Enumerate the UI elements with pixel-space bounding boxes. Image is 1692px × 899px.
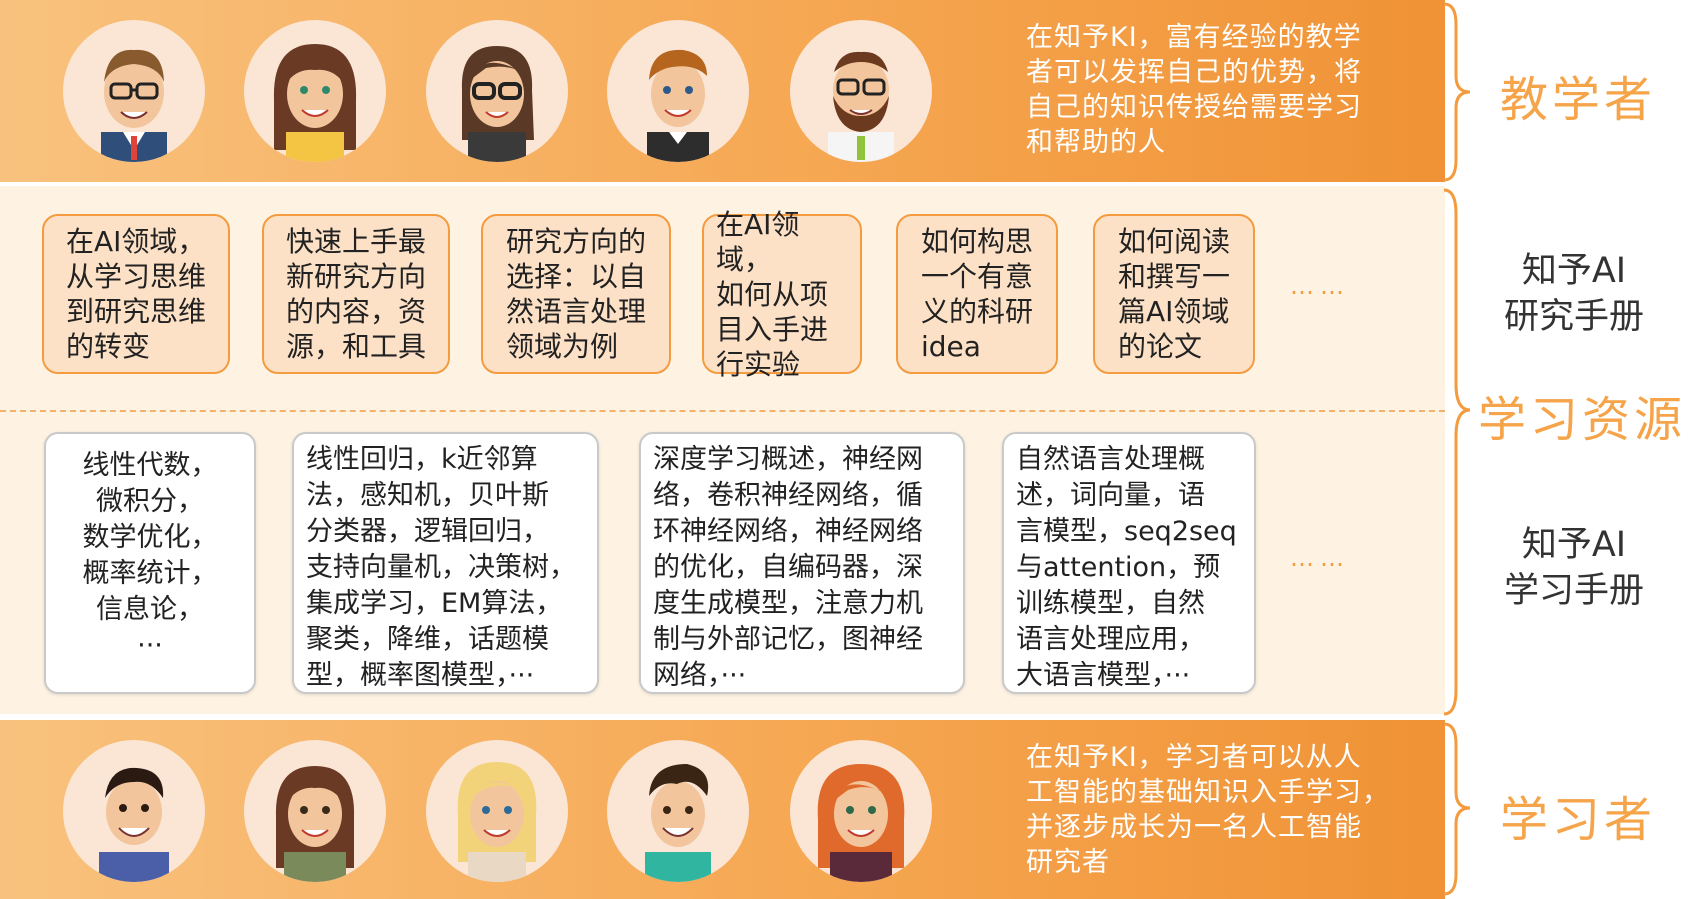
research-card-5: 如何构思 一个有意 义的科研 idea (896, 214, 1058, 374)
brace-resources (1443, 188, 1471, 716)
brace-teachers (1443, 2, 1471, 182)
research-card-3-text: 研究方向的 选择：以自 然语言处理 领域为例 (505, 225, 646, 363)
right-braces (1443, 2, 1471, 896)
brace-learners (1443, 722, 1471, 896)
learner-avatar-1 (63, 740, 205, 882)
research-card-4: 在AI领域， 如何从项 目入手进 行实验 (702, 208, 862, 381)
research-card-6-text: 如何阅读 和撰写一 篇AI领域 的论文 (1117, 225, 1230, 363)
label-research-manual: 知予AI 研究手册 (1503, 251, 1644, 337)
learning-card-3: 深度学习概述，神经网 络，卷积神经网络，循 环神经网络，神经网络 的优化，自编码… (639, 432, 965, 694)
teacher-avatar-5 (790, 20, 932, 162)
learner-avatar-2 (244, 740, 386, 882)
label-learners: 学习者 (1500, 792, 1657, 848)
learning-card-4-text: 自然语言处理概 述，词向量，语 言模型，seq2seq 与attention，预… (1016, 444, 1237, 691)
research-card-3: 研究方向的 选择：以自 然语言处理 领域为例 (481, 214, 671, 374)
research-card-5-text: 如何构思 一个有意 义的科研 idea (920, 225, 1033, 363)
learning-card-2: 线性回归，k近邻算 法，感知机，贝叶斯 分类器，逻辑回归， 支持向量机，决策树，… (292, 432, 599, 694)
teacher-avatar-4 (607, 20, 749, 162)
section-divider (0, 410, 1445, 412)
learner-avatar-4 (607, 740, 749, 882)
research-card-6: 如何阅读 和撰写一 篇AI领域 的论文 (1093, 214, 1255, 374)
learner-avatar-5 (790, 740, 932, 882)
learner-avatar-3 (426, 740, 568, 882)
learning-card-1-text: 线性代数， 微积分， 数学优化， 概率统计， 信息论， ··· (82, 450, 218, 661)
teachers-description: 在知予KI，富有经验的教学 者可以发挥自己的优势，将 自己的知识传授给需要学习 … (1026, 22, 1362, 158)
label-learning-manual: 知予AI 学习手册 (1503, 525, 1644, 611)
learners-description: 在知予KI，学习者可以从人 工智能的基础知识入手学习， 并逐步成长为一名人工智能… (1026, 742, 1390, 878)
research-card-2: 快速上手最 新研究方向 的内容，资 源，和工具 (262, 214, 450, 374)
research-more-ellipsis: …… (1290, 272, 1350, 300)
learning-card-3-text: 深度学习概述，神经网 络，卷积神经网络，循 环神经网络，神经网络 的优化，自编码… (653, 444, 923, 691)
research-card-2-text: 快速上手最 新研究方向 的内容，资 源，和工具 (285, 225, 426, 363)
research-card-1-text: 在AI领域， 从学习思维 到研究思维 的转变 (65, 225, 206, 363)
learning-card-1: 线性代数， 微积分， 数学优化， 概率统计， 信息论， ··· (44, 432, 256, 694)
label-teachers: 教学者 (1500, 72, 1657, 128)
learning-card-2-text: 线性回归，k近邻算 法，感知机，贝叶斯 分类器，逻辑回归， 支持向量机，决策树，… (306, 444, 576, 691)
learning-more-ellipsis: …… (1290, 544, 1350, 572)
learning-card-4: 自然语言处理概 述，词向量，语 言模型，seq2seq 与attention，预… (1002, 432, 1256, 694)
label-learning-resources: 学习资源 (1478, 392, 1687, 448)
teacher-avatar-2 (244, 20, 386, 162)
teacher-avatar-1 (63, 20, 205, 162)
research-card-4-text: 在AI领域， 如何从项 目入手进 行实验 (716, 207, 829, 381)
research-card-1: 在AI领域， 从学习思维 到研究思维 的转变 (42, 214, 230, 374)
teacher-avatar-3 (426, 20, 568, 162)
